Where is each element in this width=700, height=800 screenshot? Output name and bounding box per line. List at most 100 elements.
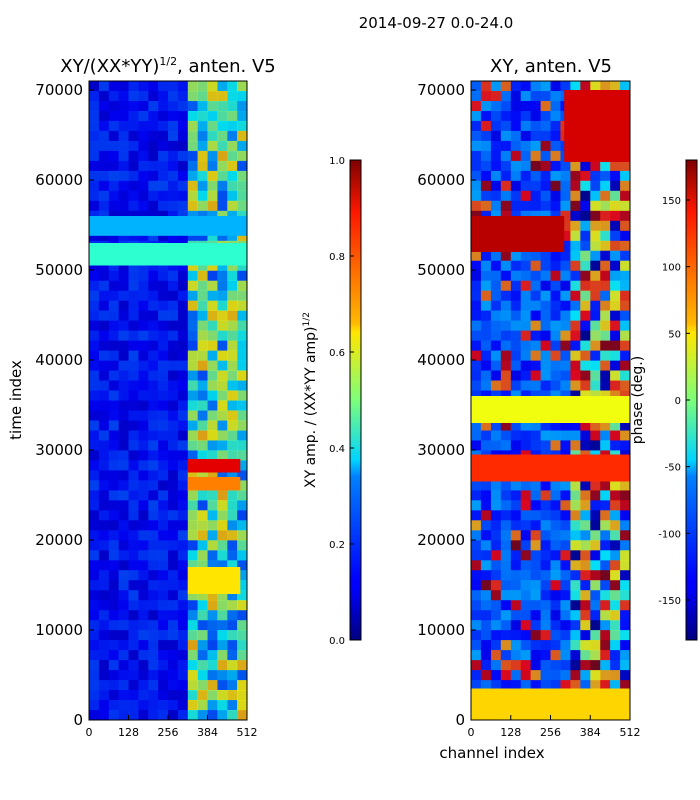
- heatmap-cell: [471, 620, 482, 631]
- heatmap-cell: [580, 620, 591, 631]
- heatmap-cell: [217, 91, 228, 102]
- heatmap-cell: [590, 600, 601, 611]
- heatmap-cell: [128, 400, 139, 411]
- heatmap-cell: [520, 270, 531, 281]
- heatmap-cell: [237, 510, 248, 521]
- heatmap-cell: [520, 260, 531, 271]
- heatmap-cell: [168, 170, 179, 182]
- heatmap-cell: [600, 81, 611, 92]
- heatmap-cell: [158, 330, 169, 341]
- heatmap-cell: [158, 440, 169, 451]
- heatmap-cell: [570, 510, 581, 521]
- heatmap-cell: [168, 380, 179, 391]
- heatmap-cell: [227, 91, 238, 102]
- heatmap-cell: [540, 260, 551, 271]
- heatmap-cell: [471, 370, 482, 381]
- heatmap-cell: [98, 140, 110, 152]
- heatmap-cell: [217, 640, 228, 651]
- heatmap-cell: [620, 250, 631, 261]
- heatmap-cell: [580, 480, 591, 491]
- heatmap-cell: [530, 200, 541, 212]
- heatmap-cell: [590, 170, 601, 182]
- heatmap-cell: [471, 570, 482, 581]
- heatmap-cell: [118, 340, 129, 351]
- heatmap-cell: [207, 620, 218, 631]
- heatmap-cell: [138, 81, 149, 92]
- heatmap-cell: [530, 320, 541, 331]
- heatmap-cell: [570, 380, 581, 391]
- heatmap-cell: [128, 560, 139, 571]
- heatmap-cell: [118, 530, 129, 541]
- heatmap-cell: [540, 600, 551, 611]
- heatmap-cell: [187, 640, 198, 651]
- heatmap-cell: [570, 340, 581, 351]
- heatmap-cell: [138, 310, 149, 321]
- heatmap-cell: [197, 260, 208, 271]
- heatmap-cell: [570, 620, 581, 631]
- heatmap-cell: [480, 630, 492, 641]
- heatmap-cell: [177, 390, 189, 401]
- heatmap-cell: [197, 91, 208, 102]
- heatmap-cell: [207, 640, 218, 651]
- amplitude-colorbar-ticks: 0.00.20.40.60.81.0: [329, 156, 354, 647]
- heatmap-cell: [128, 540, 139, 551]
- heatmap-cell: [177, 111, 189, 122]
- heatmap-cell: [89, 130, 100, 142]
- heatmap-cell: [237, 340, 248, 351]
- heatmap-cell: [118, 91, 129, 102]
- heatmap-cell: [590, 440, 601, 451]
- heatmap-cell: [620, 300, 631, 311]
- heatmap-cell: [490, 270, 502, 281]
- heatmap-cell: [98, 500, 110, 511]
- heatmap-cell: [560, 160, 571, 172]
- heatmap-cell: [108, 111, 119, 122]
- heatmap-cell: [89, 390, 100, 401]
- heatmap-cell: [610, 640, 621, 651]
- heatmap-cell: [610, 660, 621, 671]
- heatmap-cell: [500, 480, 511, 491]
- heatmap-cell: [510, 500, 521, 511]
- heatmap-cell: [217, 300, 228, 311]
- heatmap-cell: [237, 190, 248, 202]
- heatmap-cell: [148, 570, 159, 581]
- heatmap-cell: [600, 670, 611, 681]
- heatmap-cell: [217, 660, 228, 671]
- heatmap-cell: [560, 430, 571, 441]
- heatmap-cell: [168, 190, 179, 202]
- heatmap-cell: [600, 420, 611, 431]
- heatmap-cell: [227, 700, 238, 711]
- heatmap-cell: [520, 480, 531, 491]
- heatmap-cell: [237, 670, 248, 681]
- heatmap-cell: [500, 590, 511, 601]
- heatmap-cell: [471, 440, 482, 451]
- heatmap-cell: [89, 670, 100, 681]
- heatmap-cell: [98, 590, 110, 601]
- heatmap-cell: [207, 600, 218, 611]
- heatmap-cell: [520, 650, 531, 661]
- heatmap-cell: [207, 350, 218, 361]
- heatmap-cell: [480, 320, 492, 331]
- heatmap-cell: [237, 210, 248, 222]
- heatmap-cell: [177, 550, 189, 561]
- heatmap-cell: [530, 660, 541, 671]
- heatmap-cell: [237, 120, 248, 132]
- heatmap-cell: [227, 170, 238, 182]
- heatmap-cell: [480, 81, 492, 92]
- heatmap-cell: [550, 91, 561, 102]
- heatmap-cell: [550, 570, 561, 581]
- heatmap-cell: [158, 670, 169, 681]
- heatmap-cell: [158, 101, 169, 112]
- heatmap-cell: [187, 520, 198, 531]
- heatmap-cell: [560, 290, 571, 301]
- heatmap-cell: [490, 490, 502, 501]
- heatmap-cell: [471, 91, 482, 102]
- heatmap-cell: [550, 490, 561, 501]
- heatmap-cell: [560, 340, 571, 351]
- heatmap-cell: [580, 160, 591, 172]
- heatmap-cell: [128, 310, 139, 321]
- heatmap-cell: [237, 180, 248, 192]
- heatmap-cell: [207, 490, 218, 501]
- heatmap-cell: [610, 580, 621, 591]
